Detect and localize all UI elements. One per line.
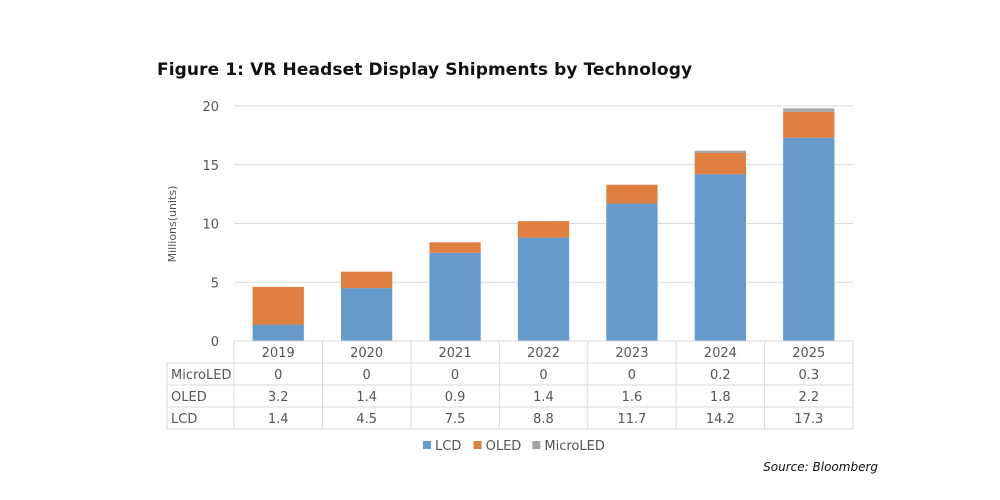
data-label: 1.4 — [268, 412, 289, 427]
bar-lcd-2020 — [340, 288, 393, 341]
data-label: 1.4 — [533, 390, 554, 405]
table-row-label: LCD — [171, 412, 197, 427]
legend-label-oled: OLED — [486, 439, 522, 454]
data-label: 17.3 — [794, 412, 823, 427]
data-label: 2.2 — [798, 390, 819, 405]
x-tick-label: 2020 — [350, 346, 383, 361]
bar-oled-2020 — [340, 271, 393, 289]
bar-lcd-2019 — [252, 324, 304, 341]
data-label: 4.5 — [356, 412, 377, 427]
chart-title: Figure 1: VR Headset Display Shipments b… — [157, 60, 693, 80]
bar-lcd-2024 — [694, 174, 747, 341]
bar-oled-2024 — [694, 153, 747, 175]
bar-lcd-2022 — [517, 237, 570, 341]
x-tick-label: 2023 — [615, 346, 648, 361]
y-tick-label: 5 — [211, 276, 219, 291]
y-tick-label: 20 — [202, 100, 219, 115]
data-label: 7.5 — [445, 412, 466, 427]
data-label: 0 — [539, 368, 547, 383]
legend-swatch-microled — [532, 441, 541, 449]
data-label: 1.4 — [356, 390, 377, 405]
y-tick-label: 10 — [202, 218, 219, 233]
bar-lcd-2021 — [429, 252, 481, 341]
data-label: 0 — [274, 368, 282, 383]
x-tick-label: 2021 — [439, 346, 472, 361]
data-label: 14.2 — [706, 412, 735, 427]
bar-microled-2025 — [783, 108, 835, 112]
data-label: 0 — [363, 368, 371, 383]
bar-oled-2022 — [517, 221, 570, 238]
bar-microled-2024 — [694, 150, 747, 153]
data-label: 1.8 — [710, 390, 731, 405]
data-label: 11.7 — [617, 412, 646, 427]
bar-lcd-2025 — [783, 137, 835, 341]
source-note: Source: Bloomberg — [763, 460, 878, 474]
table-row-label: MicroLED — [171, 368, 231, 383]
x-tick-label: 2024 — [704, 346, 737, 361]
data-label: 0 — [628, 368, 636, 383]
x-tick-label: 2022 — [527, 346, 560, 361]
x-tick-label: 2019 — [262, 346, 295, 361]
data-label: 8.8 — [533, 412, 554, 427]
legend-swatch-lcd — [423, 441, 431, 449]
data-label: 0 — [451, 368, 459, 383]
table-row-label: OLED — [171, 390, 207, 405]
data-label: 0.3 — [798, 368, 819, 383]
y-tick-label: 0 — [211, 335, 219, 350]
data-label: 0.2 — [710, 368, 731, 383]
bar-oled-2025 — [783, 111, 835, 138]
data-label: 3.2 — [268, 390, 289, 405]
y-tick-label: 15 — [202, 159, 219, 174]
y-axis-label: Millions(units) — [166, 186, 179, 263]
bar-lcd-2023 — [606, 203, 658, 341]
data-label: 1.6 — [622, 390, 643, 405]
bar-oled-2019 — [252, 286, 304, 325]
legend-swatch-oled — [473, 441, 482, 449]
x-tick-label: 2025 — [792, 346, 825, 361]
bar-oled-2021 — [429, 242, 481, 253]
bar-oled-2023 — [606, 184, 658, 204]
legend-label-lcd: LCD — [435, 439, 461, 454]
legend-label-microled: MicroLED — [544, 439, 604, 454]
data-label: 0.9 — [445, 390, 466, 405]
